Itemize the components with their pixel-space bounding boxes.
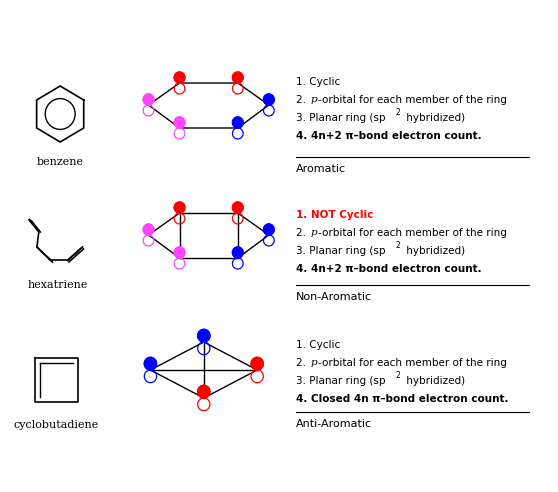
Polygon shape xyxy=(263,224,274,235)
Text: 2.: 2. xyxy=(296,228,309,238)
Text: -orbital for each member of the ring: -orbital for each member of the ring xyxy=(319,358,507,368)
Polygon shape xyxy=(233,202,243,213)
Text: 3. Planar ring (sp: 3. Planar ring (sp xyxy=(296,246,386,256)
Text: hybridized): hybridized) xyxy=(403,376,465,386)
Text: 2.: 2. xyxy=(296,95,309,105)
Polygon shape xyxy=(251,357,263,370)
Polygon shape xyxy=(145,357,157,370)
Text: 4. Closed 4n π–bond electron count.: 4. Closed 4n π–bond electron count. xyxy=(296,394,508,404)
Polygon shape xyxy=(174,117,185,128)
Text: benzene: benzene xyxy=(37,157,84,167)
Polygon shape xyxy=(174,202,185,213)
Text: 3. Planar ring (sp: 3. Planar ring (sp xyxy=(296,113,386,123)
Text: hexatriene: hexatriene xyxy=(28,280,88,290)
Text: -orbital for each member of the ring: -orbital for each member of the ring xyxy=(319,95,507,105)
Text: hybridized): hybridized) xyxy=(403,246,465,256)
Text: p: p xyxy=(311,228,317,237)
Polygon shape xyxy=(174,72,185,83)
Text: Aromatic: Aromatic xyxy=(296,164,346,174)
Polygon shape xyxy=(198,385,210,398)
Polygon shape xyxy=(233,117,243,128)
Text: 2: 2 xyxy=(395,108,400,117)
Polygon shape xyxy=(143,94,154,105)
Text: hybridized): hybridized) xyxy=(403,113,465,123)
Polygon shape xyxy=(263,94,274,105)
Text: 4. 4n+2 π–bond electron count.: 4. 4n+2 π–bond electron count. xyxy=(296,131,482,141)
Text: p: p xyxy=(311,95,317,104)
Text: 1. NOT Cyclic: 1. NOT Cyclic xyxy=(296,210,373,220)
Text: 2: 2 xyxy=(395,241,400,250)
Text: Anti-Aromatic: Anti-Aromatic xyxy=(296,419,372,429)
Text: cyclobutadiene: cyclobutadiene xyxy=(13,420,99,430)
Polygon shape xyxy=(198,329,210,342)
Text: Non-Aromatic: Non-Aromatic xyxy=(296,292,372,302)
Text: 1. Cyclic: 1. Cyclic xyxy=(296,77,340,87)
Text: 2: 2 xyxy=(395,371,400,380)
Text: p: p xyxy=(311,358,317,367)
Text: 4. 4n+2 π–bond electron count.: 4. 4n+2 π–bond electron count. xyxy=(296,264,482,274)
Polygon shape xyxy=(233,247,243,258)
Polygon shape xyxy=(174,247,185,258)
Polygon shape xyxy=(143,224,154,235)
Text: -orbital for each member of the ring: -orbital for each member of the ring xyxy=(319,228,507,238)
Text: 1. Cyclic: 1. Cyclic xyxy=(296,340,340,350)
Polygon shape xyxy=(233,72,243,83)
Text: 2.: 2. xyxy=(296,358,309,368)
Text: 3. Planar ring (sp: 3. Planar ring (sp xyxy=(296,376,386,386)
